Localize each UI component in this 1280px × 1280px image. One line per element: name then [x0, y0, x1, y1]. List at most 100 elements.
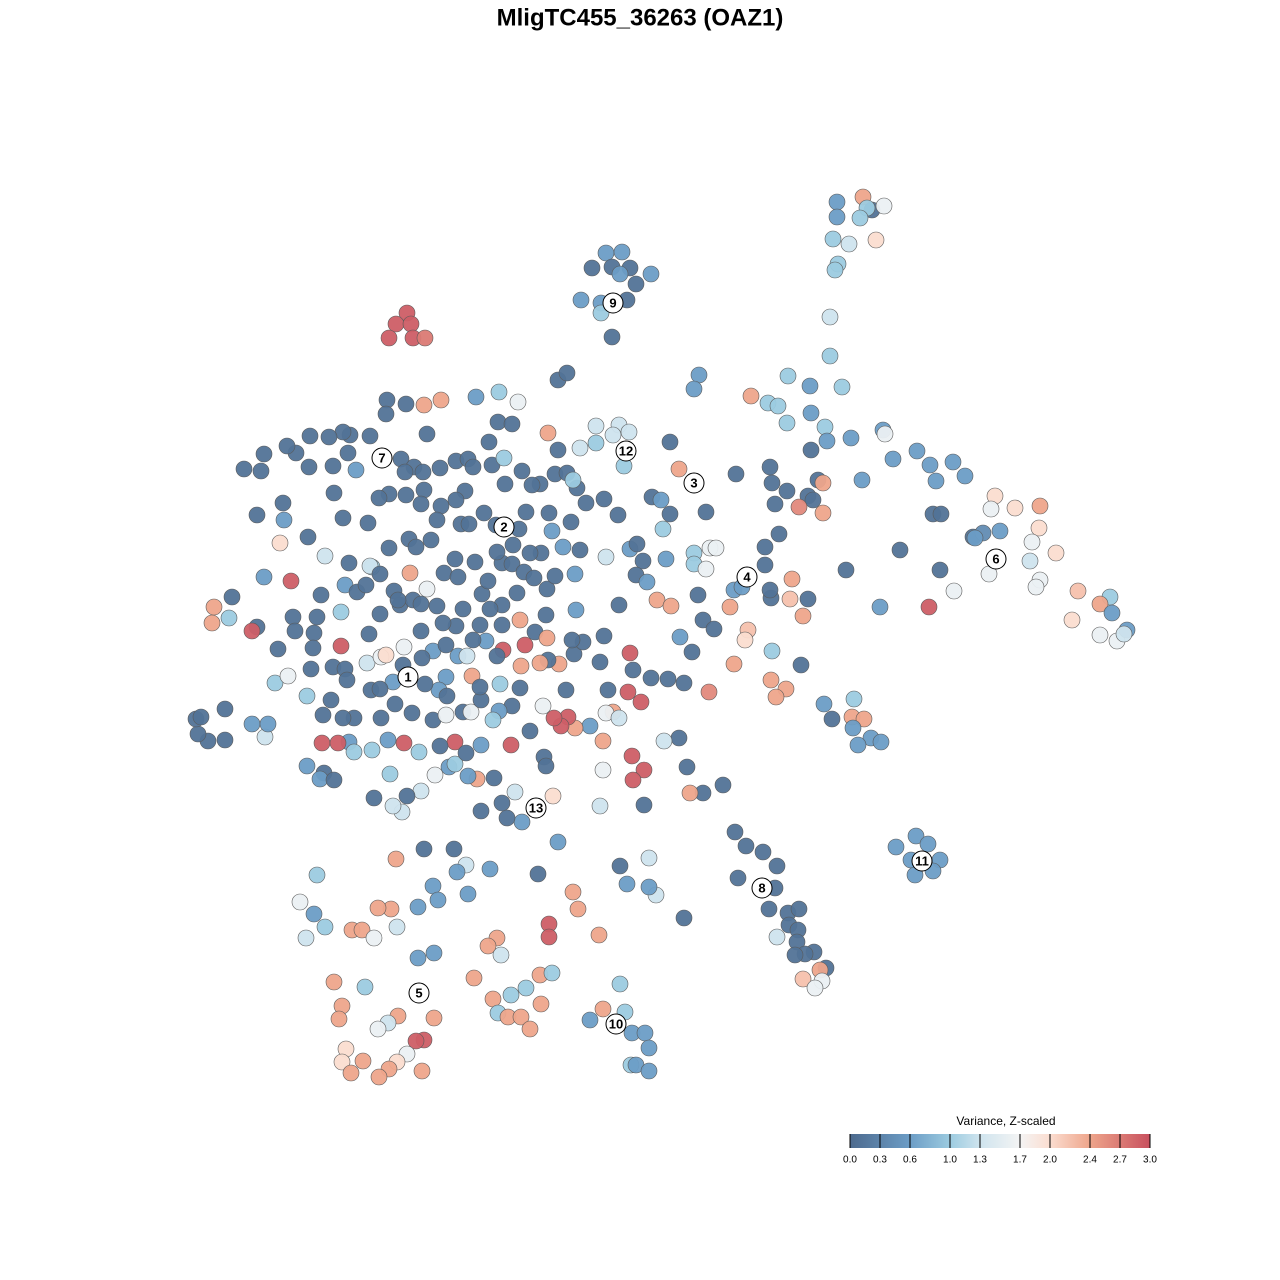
point [932, 505, 950, 523]
cluster-marker [493, 516, 515, 538]
point [638, 573, 656, 591]
point [624, 661, 642, 679]
point [403, 704, 421, 722]
cluster-marker [397, 666, 419, 688]
colorbar-tick-label: 1.0 [943, 1155, 957, 1166]
point [725, 655, 743, 673]
cluster-label: 8 [758, 880, 765, 895]
point [360, 625, 378, 643]
point [816, 418, 834, 436]
point [220, 609, 238, 627]
point [799, 590, 817, 608]
point [356, 978, 374, 996]
point [756, 538, 774, 556]
point [496, 475, 514, 493]
point [871, 598, 889, 616]
cluster-marker [985, 548, 1007, 570]
point [464, 631, 482, 649]
point [409, 949, 427, 967]
point [275, 511, 293, 529]
point [845, 690, 863, 708]
point [511, 679, 529, 697]
point [418, 425, 436, 443]
point [308, 866, 326, 884]
point [192, 708, 210, 726]
point [357, 576, 375, 594]
point [479, 572, 497, 590]
point [792, 656, 810, 674]
point [544, 787, 562, 805]
point [354, 1052, 372, 1070]
point [428, 511, 446, 529]
point [640, 849, 658, 867]
point [572, 291, 590, 309]
point [689, 586, 707, 604]
point [235, 460, 253, 478]
point [503, 415, 521, 433]
point [259, 715, 277, 733]
point [1091, 595, 1109, 613]
point [563, 631, 581, 649]
point [512, 657, 530, 675]
point [778, 414, 796, 432]
point [766, 495, 784, 513]
point [737, 837, 755, 855]
colorbar-tick-label: 2.0 [1043, 1155, 1057, 1166]
point [549, 441, 567, 459]
point [557, 681, 575, 699]
point [581, 717, 599, 735]
cluster-marker [605, 1013, 627, 1035]
point [396, 463, 414, 481]
point [595, 490, 613, 508]
cluster-label: 5 [415, 985, 422, 1000]
cluster-label: 10 [609, 1016, 623, 1031]
point [794, 970, 812, 988]
point [435, 564, 453, 582]
point [509, 393, 527, 411]
point [313, 734, 331, 752]
point [305, 905, 323, 923]
point [982, 500, 1000, 518]
point [754, 843, 772, 861]
point [409, 898, 427, 916]
point [508, 584, 526, 602]
point [361, 427, 379, 445]
point [502, 736, 520, 754]
point [675, 909, 693, 927]
point [437, 706, 455, 724]
point [269, 640, 287, 658]
point [783, 570, 801, 588]
point [729, 869, 747, 887]
point [538, 580, 556, 598]
point [763, 642, 781, 660]
colorbar-tick-label: 2.4 [1083, 1155, 1097, 1166]
point [634, 552, 652, 570]
point [921, 456, 939, 474]
point [761, 458, 779, 476]
point [844, 719, 862, 737]
point [498, 809, 516, 827]
cluster-label: 4 [743, 569, 751, 584]
point [549, 833, 567, 851]
point [620, 423, 638, 441]
point [517, 503, 535, 521]
point [371, 680, 389, 698]
point [189, 725, 207, 743]
point [587, 417, 605, 435]
point [462, 703, 480, 721]
point [661, 505, 679, 523]
point [790, 498, 808, 516]
point [413, 649, 431, 667]
point [432, 497, 450, 515]
point [387, 850, 405, 868]
point [833, 378, 851, 396]
point [591, 797, 609, 815]
point [380, 329, 398, 347]
point [619, 683, 637, 701]
colorbar-title: Variance, Z-scaled [956, 1114, 1055, 1128]
points [187, 188, 1136, 1086]
point [332, 637, 350, 655]
point [446, 550, 464, 568]
point [956, 467, 974, 485]
point [907, 827, 925, 845]
